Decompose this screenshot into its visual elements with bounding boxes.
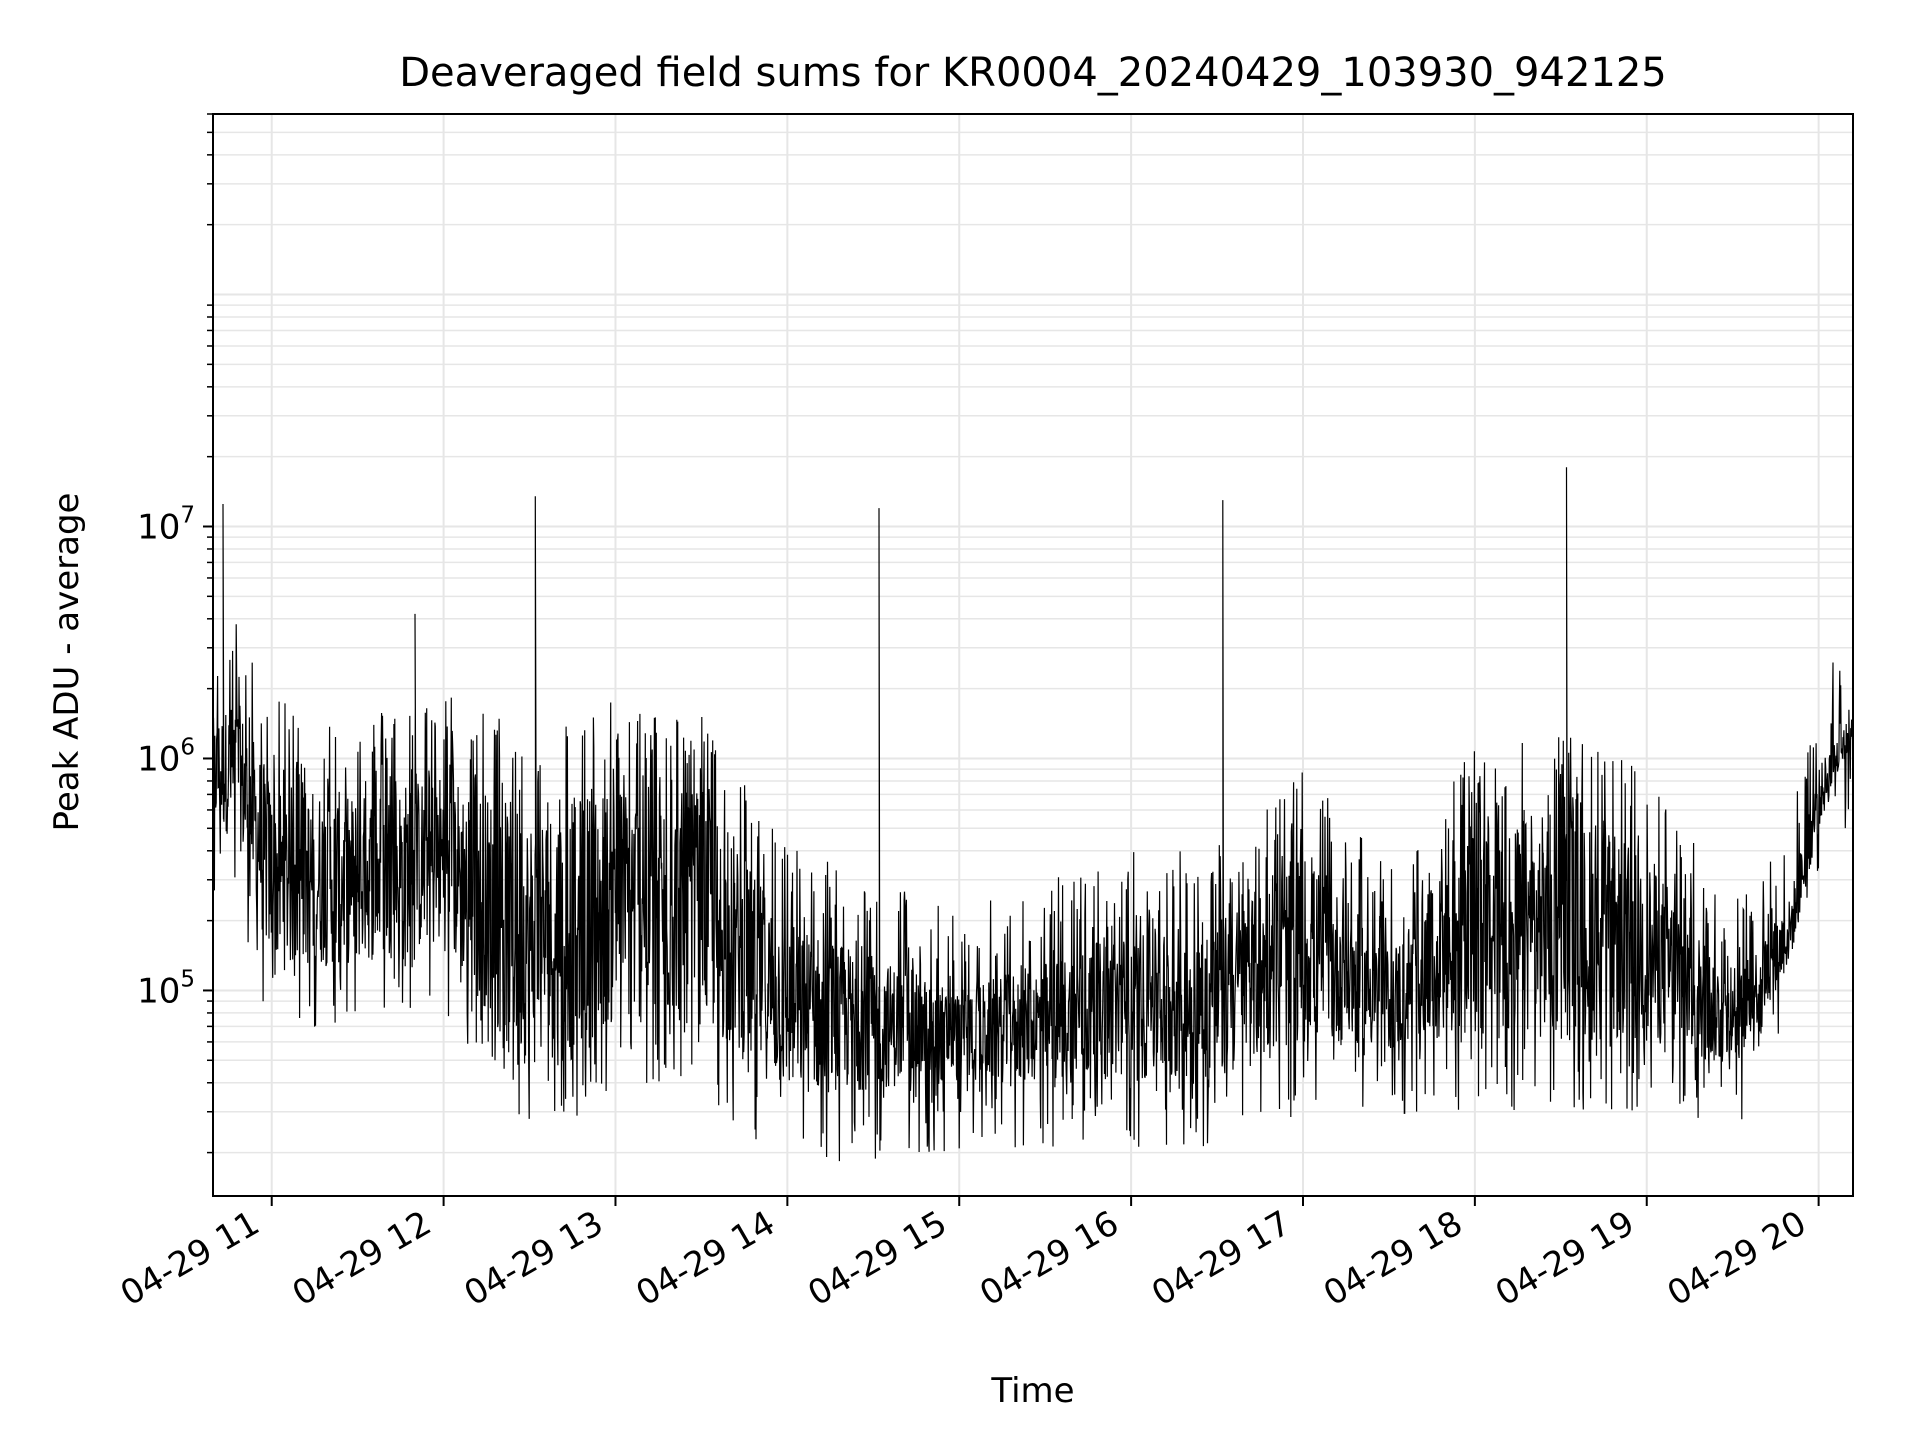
x-axis-label: Time: [990, 1371, 1074, 1411]
plot-frame: [212, 113, 1854, 1197]
y-tick-label: 105: [137, 966, 195, 1011]
y-axis-label: Peak ADU - average: [47, 493, 87, 832]
series-path: [213, 467, 1853, 1162]
chart-title: Deaveraged field sums for KR0004_2024042…: [399, 50, 1667, 96]
plot-area: [212, 113, 1854, 1197]
y-axis-ticks: 105 106 107: [137, 113, 213, 1154]
series-line: [213, 467, 1853, 1162]
y-tick-label: 106: [137, 734, 195, 779]
y-tick-label: 107: [137, 502, 195, 547]
